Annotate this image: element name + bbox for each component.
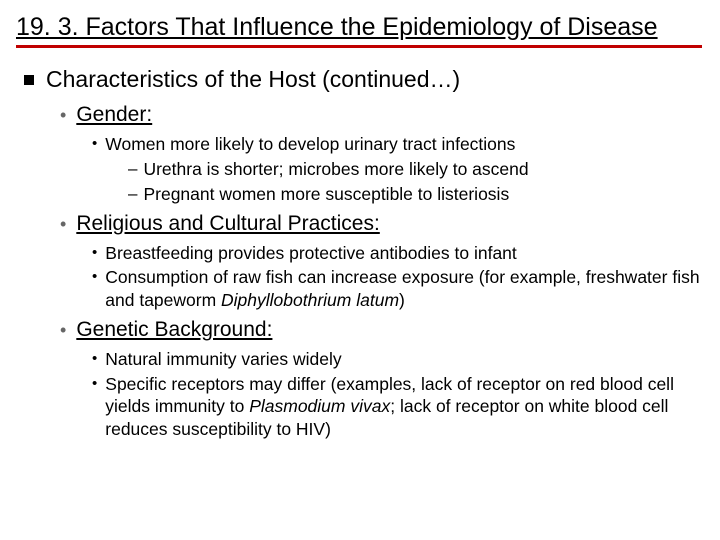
bullet-icon: • [92,374,97,394]
bullet-icon: • [60,214,66,236]
subheading-religious: • Religious and Cultural Practices: [60,212,702,236]
bullet-icon: • [92,267,97,287]
square-bullet-icon [24,75,34,85]
list-item: – Pregnant women more susceptible to lis… [128,183,702,206]
item-text: Specific receptors may differ (examples,… [105,373,702,441]
subheading-gender: • Gender: [60,103,702,127]
item-text: Pregnant women more susceptible to liste… [143,183,509,206]
heading-text: Characteristics of the Host (continued…) [46,66,460,93]
dash-icon: – [128,183,137,205]
subheading-label: Religious and Cultural Practices: [76,212,379,236]
dash-icon: – [128,158,137,180]
item-text: Urethra is shorter; microbes more likely… [143,158,528,181]
bullet-icon: • [60,105,66,127]
item-text: Women more likely to develop urinary tra… [105,133,515,156]
item-text: Natural immunity varies widely [105,348,341,371]
list-item: • Specific receptors may differ (example… [92,373,702,441]
list-item: – Urethra is shorter; microbes more like… [128,158,702,181]
subheading-label: Genetic Background: [76,318,272,342]
item-text: Consumption of raw fish can increase exp… [105,266,702,312]
list-item: • Natural immunity varies widely [92,348,702,371]
slide: 19. 3. Factors That Influence the Epidem… [0,0,720,540]
subheading-genetic: • Genetic Background: [60,318,702,342]
subheading-label: Gender: [76,103,152,127]
bullet-icon: • [92,134,97,154]
list-item: • Consumption of raw fish can increase e… [92,266,702,312]
italic-term: Diphyllobothrium latum [221,290,399,310]
title-block: 19. 3. Factors That Influence the Epidem… [16,12,702,48]
heading-level1: Characteristics of the Host (continued…) [24,66,702,93]
text-part: ) [399,290,405,310]
bullet-icon: • [92,349,97,369]
item-text: Breastfeeding provides protective antibo… [105,242,517,265]
slide-title: 19. 3. Factors That Influence the Epidem… [16,12,702,43]
list-item: • Breastfeeding provides protective anti… [92,242,702,265]
list-item: • Women more likely to develop urinary t… [92,133,702,156]
italic-term: Plasmodium vivax [249,396,390,416]
bullet-icon: • [60,320,66,342]
bullet-icon: • [92,243,97,263]
